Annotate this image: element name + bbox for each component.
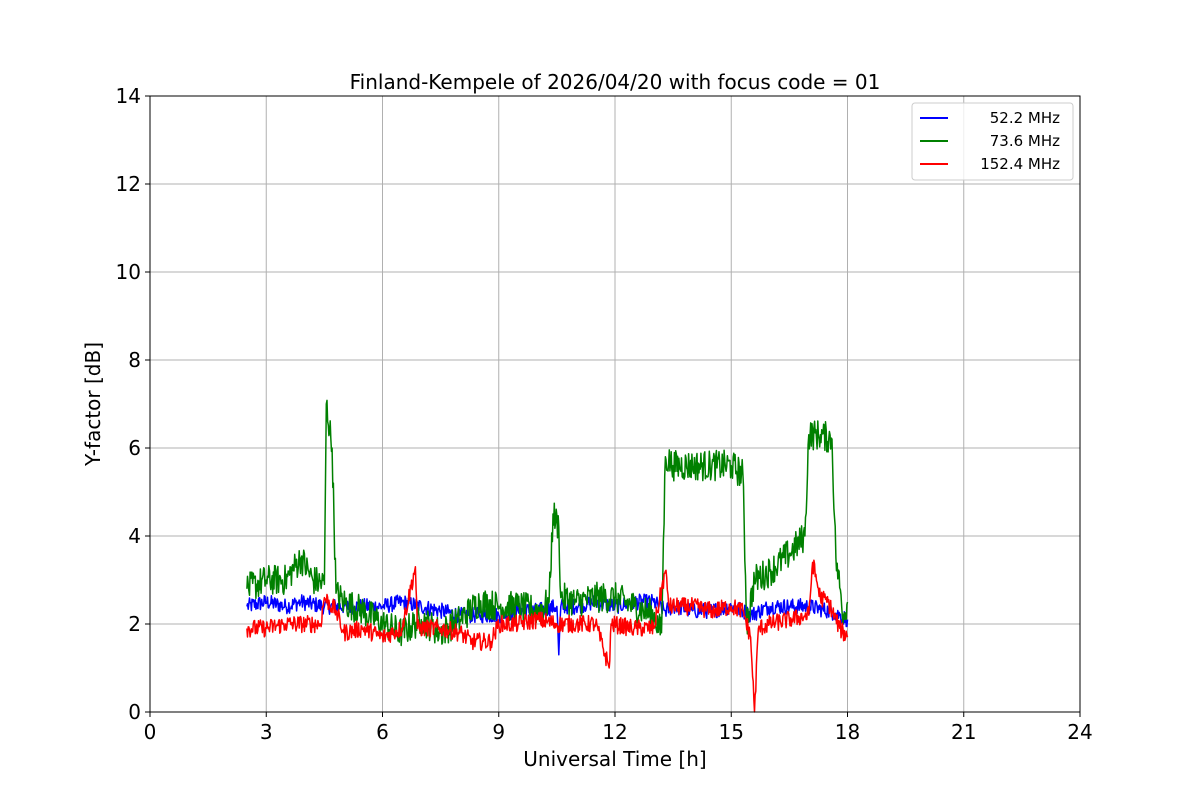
- x-tick-label: 24: [1067, 720, 1092, 744]
- x-tick-label: 21: [951, 720, 976, 744]
- x-tick-label: 12: [602, 720, 627, 744]
- y-tick-label: 14: [116, 84, 141, 108]
- x-tick-label: 9: [492, 720, 505, 744]
- x-tick-label: 15: [719, 720, 744, 744]
- y-tick-label: 4: [128, 524, 141, 548]
- legend-label: 52.2 MHz: [990, 109, 1060, 127]
- y-tick-label: 2: [128, 612, 141, 636]
- series-line-2: [246, 559, 849, 713]
- legend-label: 73.6 MHz: [990, 132, 1060, 150]
- legend-box: [911, 102, 1074, 181]
- y-tick-label: 0: [128, 700, 141, 724]
- series-layer: [246, 399, 849, 713]
- x-axis-label: Universal Time [h]: [523, 747, 706, 771]
- legend-label: 152.4 MHz: [980, 155, 1060, 173]
- y-tick-label: 8: [128, 348, 141, 372]
- chart-title: Finland-Kempele of 2026/04/20 with focus…: [350, 70, 881, 94]
- x-tick-label: 6: [376, 720, 389, 744]
- y-tick-label: 10: [116, 260, 141, 284]
- legend: 52.2 MHz 73.6 MHz 152.4 MHz: [911, 102, 1074, 181]
- x-tick-label: 18: [835, 720, 860, 744]
- series-line-1: [246, 399, 849, 647]
- x-tick-label: 3: [260, 720, 273, 744]
- y-tick-label: 6: [128, 436, 141, 460]
- x-tick-label: 0: [144, 720, 157, 744]
- y-axis-label: Y-factor [dB]: [81, 342, 105, 467]
- y-tick-label: 12: [116, 172, 141, 196]
